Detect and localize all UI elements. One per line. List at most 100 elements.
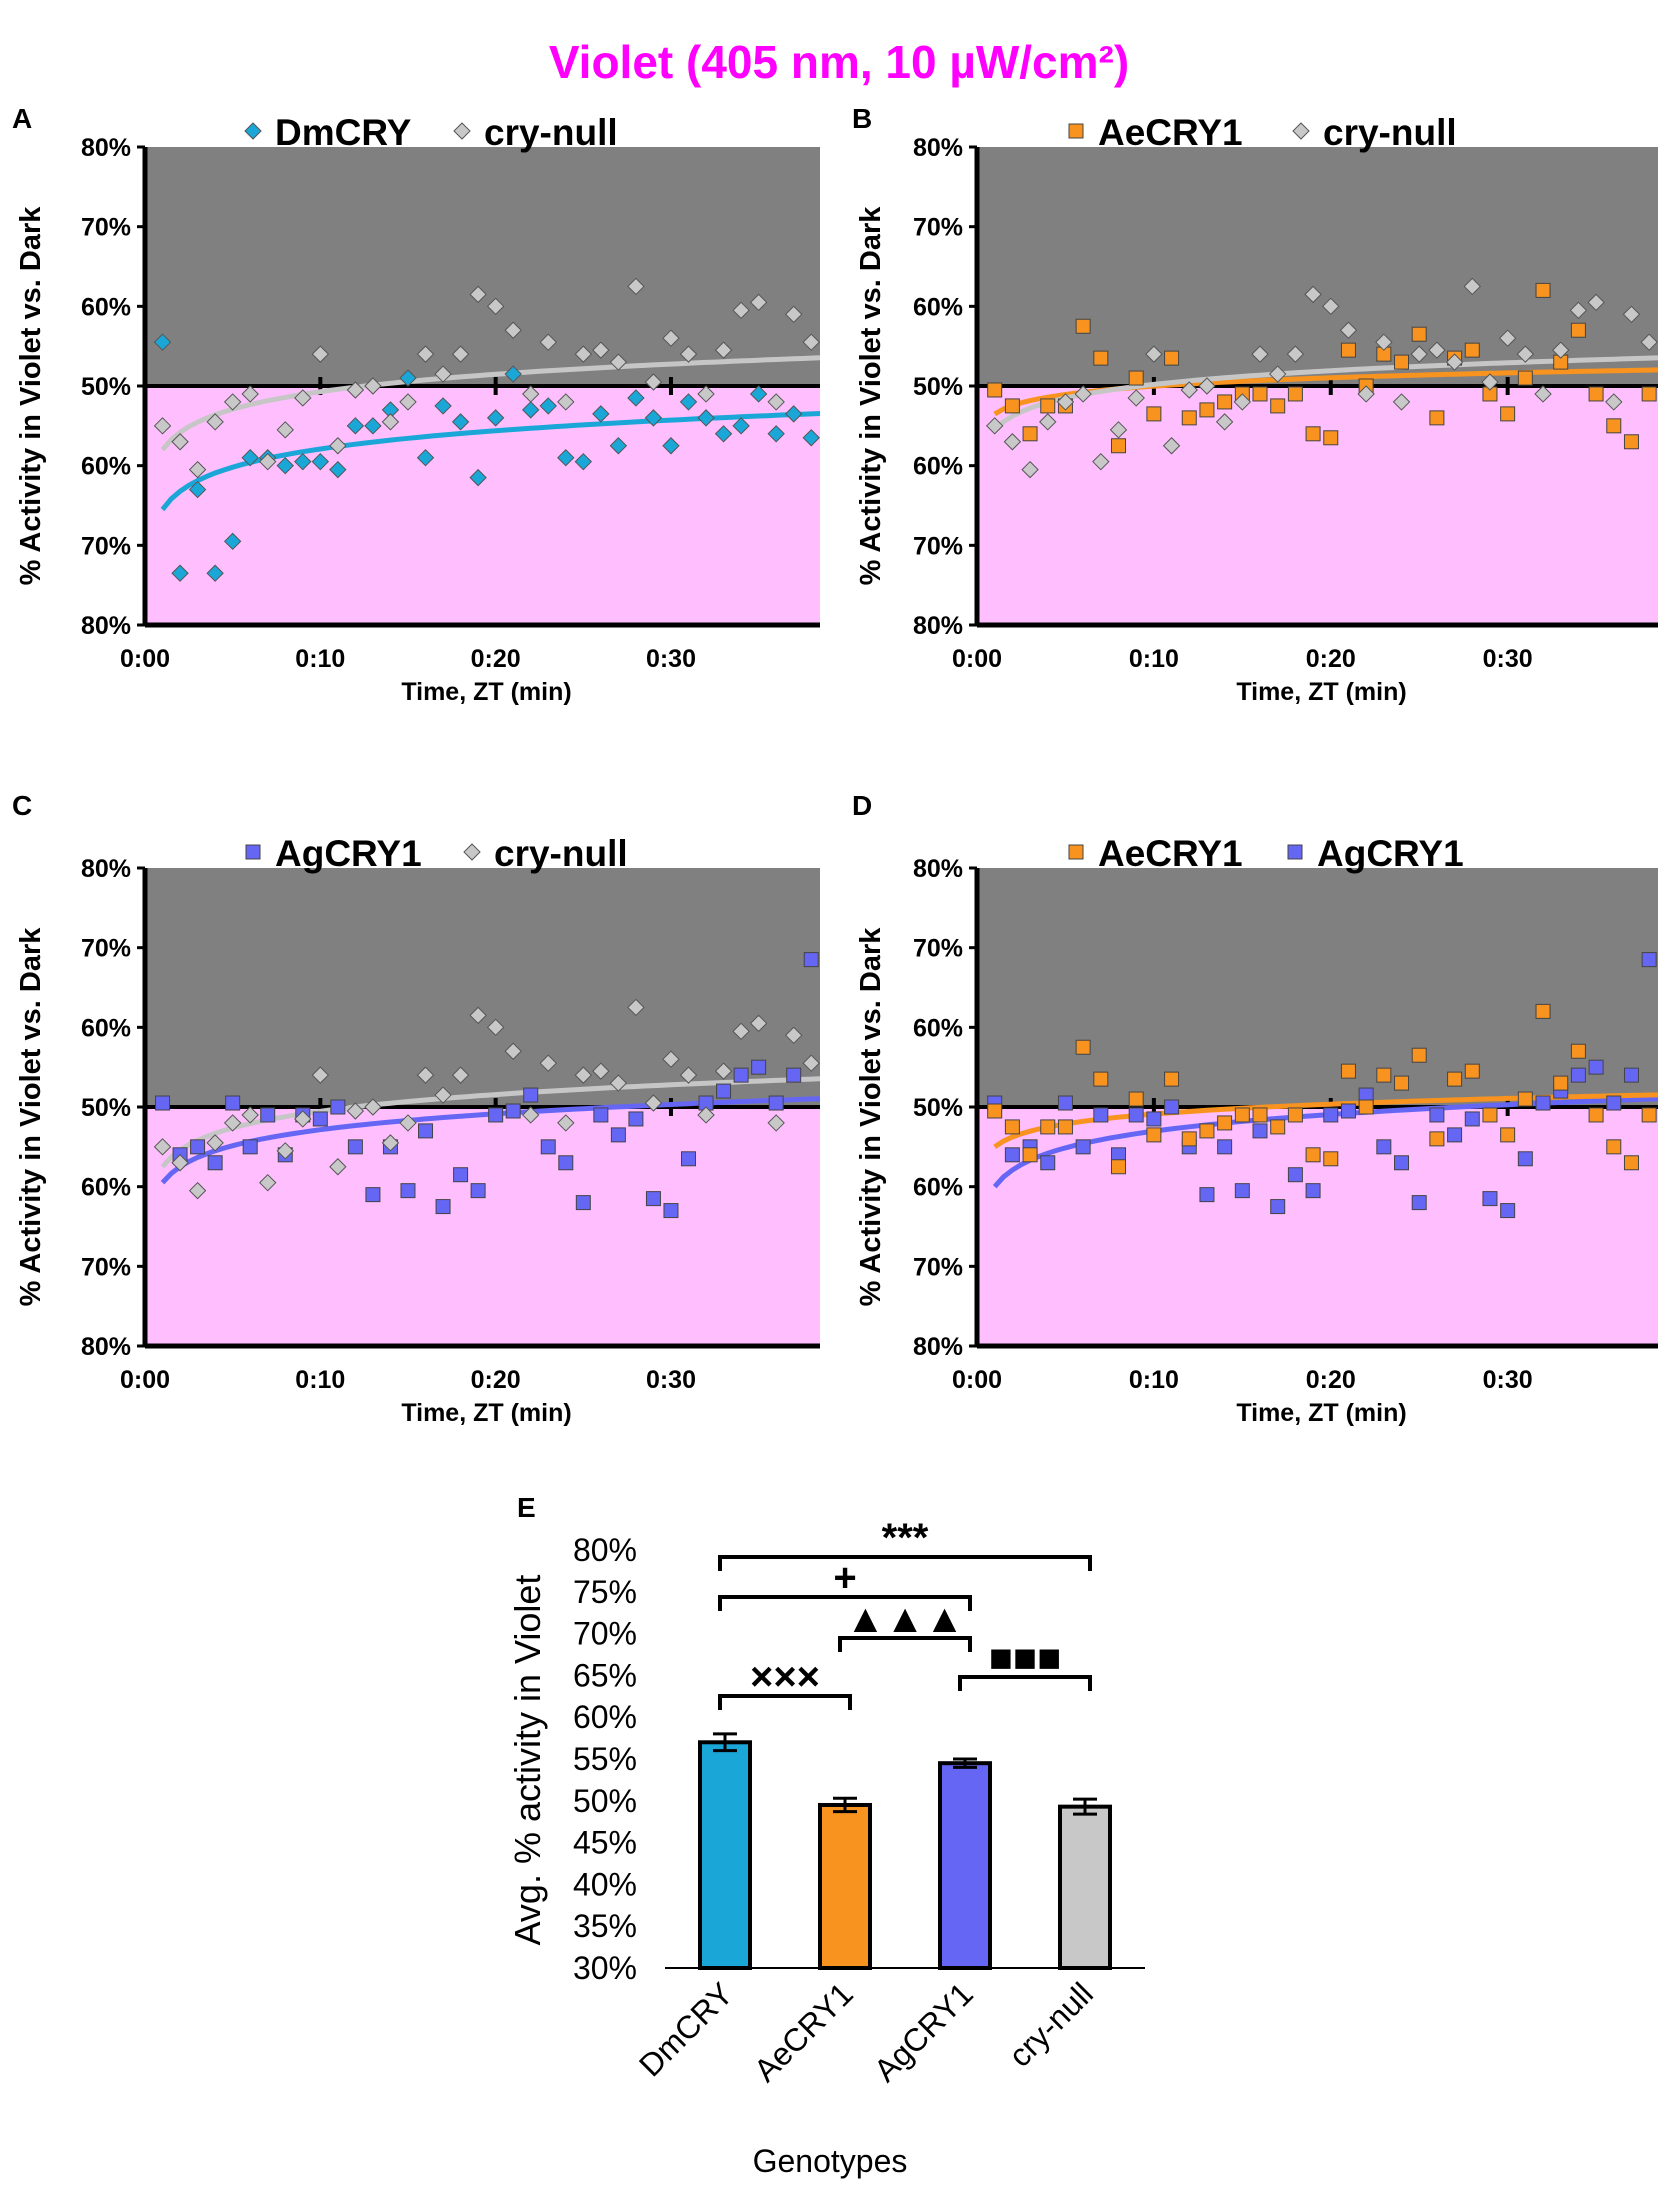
- point-AeCRY1: [987, 1103, 1003, 1119]
- significance-label: ×××: [750, 1655, 820, 1699]
- point-cry-null: [1498, 329, 1517, 347]
- point-AgCRY1: [751, 1059, 767, 1075]
- point-AeCRY1: [1570, 1043, 1586, 1059]
- point-DmCRY: [539, 397, 557, 415]
- point-AeCRY1: [1394, 354, 1410, 370]
- legend-marker: [244, 122, 262, 140]
- y-tick-label: 70%: [81, 214, 131, 242]
- point-DmCRY: [592, 405, 610, 423]
- point-AgCRY1: [645, 1191, 661, 1207]
- point-cry-null: [171, 1154, 189, 1172]
- point-cry-null: [171, 433, 189, 451]
- point-AeCRY1: [1164, 350, 1180, 366]
- point-AeCRY1: [1270, 1119, 1286, 1135]
- x-axis-label: Genotypes: [753, 2143, 908, 2179]
- panel-label: B: [852, 103, 872, 134]
- significance-bracket: [718, 1555, 1092, 1571]
- point-cry-null: [1127, 389, 1145, 407]
- point-AeCRY1: [1181, 1131, 1197, 1147]
- point-AgCRY1: [1340, 1103, 1356, 1119]
- point-DmCRY: [329, 460, 347, 479]
- significance-bracket: [718, 1694, 852, 1710]
- y-tick-label: 60%: [913, 453, 963, 481]
- point-AgCRY1: [312, 1111, 328, 1127]
- point-AeCRY1: [1411, 1047, 1427, 1063]
- x-tick-label: 0:30: [1483, 645, 1533, 673]
- y-axis-label: % Activity in Violet vs. Dark: [15, 927, 47, 1307]
- point-cry-null: [1357, 385, 1375, 403]
- legend-label: AgCRY1: [1317, 833, 1464, 874]
- point-DmCRY: [434, 397, 452, 415]
- point-AgCRY1: [593, 1107, 609, 1123]
- point-cry-null: [714, 341, 733, 359]
- point-AeCRY1: [1358, 1099, 1374, 1115]
- point-AeCRY1: [1535, 282, 1551, 298]
- point-cry-null: [985, 417, 1004, 435]
- point-cry-null: [609, 1074, 628, 1092]
- point-cry-null: [1145, 345, 1163, 363]
- point-AeCRY1: [1464, 1063, 1480, 1079]
- x-tick-label: 0:00: [120, 1366, 170, 1394]
- y-axis-label: % Activity in Violet vs. Dark: [15, 206, 47, 586]
- point-AeCRY1: [1482, 1107, 1498, 1123]
- point-cry-null: [767, 1114, 785, 1132]
- y-tick-label: 55%: [573, 1741, 637, 1777]
- y-tick-label: 60%: [81, 293, 131, 321]
- point-AgCRY1: [1128, 1107, 1144, 1123]
- point-AgCRY1: [610, 1127, 626, 1143]
- y-tick-label: 60%: [81, 453, 131, 481]
- point-AeCRY1: [1128, 370, 1144, 386]
- significance-bracket: [718, 1595, 972, 1611]
- point-cry-null: [294, 389, 312, 407]
- point-AgCRY1: [207, 1155, 223, 1171]
- point-AgCRY1: [470, 1183, 486, 1199]
- point-AgCRY1: [1429, 1107, 1445, 1123]
- point-AeCRY1: [1340, 1063, 1356, 1079]
- y-tick-label: 80%: [913, 1333, 963, 1361]
- point-cry-null: [784, 1026, 803, 1045]
- y-tick-label: 80%: [913, 134, 963, 162]
- point-cry-null: [749, 293, 768, 312]
- point-DmCRY: [486, 409, 505, 427]
- point-AeCRY1: [1517, 370, 1533, 386]
- x-tick-label: 0:30: [1483, 1366, 1533, 1394]
- y-tick-label: 60%: [81, 1014, 131, 1042]
- point-cry-null: [504, 1042, 522, 1060]
- point-cry-null: [609, 353, 628, 371]
- point-AgCRY1: [330, 1099, 346, 1115]
- point-DmCRY: [416, 448, 435, 467]
- point-cry-null: [1392, 393, 1411, 411]
- point-AgCRY1: [1500, 1203, 1516, 1219]
- point-AeCRY1: [1287, 386, 1303, 402]
- point-AgCRY1: [400, 1183, 416, 1199]
- point-AeCRY1: [1040, 398, 1056, 414]
- point-AgCRY1: [733, 1067, 749, 1083]
- point-cry-null: [259, 452, 277, 471]
- point-AgCRY1: [1535, 1095, 1551, 1111]
- point-AgCRY1: [1394, 1155, 1410, 1171]
- panel-label: E: [517, 1492, 536, 1523]
- y-tick-label: 70%: [81, 1253, 131, 1281]
- point-AeCRY1: [1641, 1107, 1657, 1123]
- y-tick-label: 60%: [573, 1699, 637, 1735]
- point-cry-null: [381, 413, 400, 431]
- x-tick-label: 0:30: [646, 1366, 696, 1394]
- x-axis-label: Time, ZT (min): [401, 678, 571, 706]
- point-AeCRY1: [1323, 1151, 1339, 1167]
- point-AgCRY1: [1376, 1139, 1392, 1155]
- point-AeCRY1: [1535, 1003, 1551, 1019]
- point-AgCRY1: [347, 1139, 363, 1155]
- panel-A: 80% 70% 60% 50% 60% 70% 80% 0:00 0:10 0:20 0:30 DmC…: [12, 103, 821, 706]
- point-AgCRY1: [190, 1139, 206, 1155]
- point-AeCRY1: [1323, 430, 1339, 446]
- point-cry-null: [188, 1181, 207, 1200]
- point-AeCRY1: [1553, 1075, 1569, 1091]
- point-cry-null: [1552, 341, 1570, 359]
- figure-title: Violet (405 nm, 10 µW/cm²): [549, 36, 1129, 88]
- trendline-cry-null: [160, 355, 821, 452]
- point-cry-null: [469, 285, 487, 304]
- x-axis-label: Time, ZT (min): [1236, 678, 1406, 706]
- point-cry-null: [714, 1062, 733, 1080]
- point-cry-null: [697, 385, 715, 403]
- point-cry-null: [1039, 413, 1057, 431]
